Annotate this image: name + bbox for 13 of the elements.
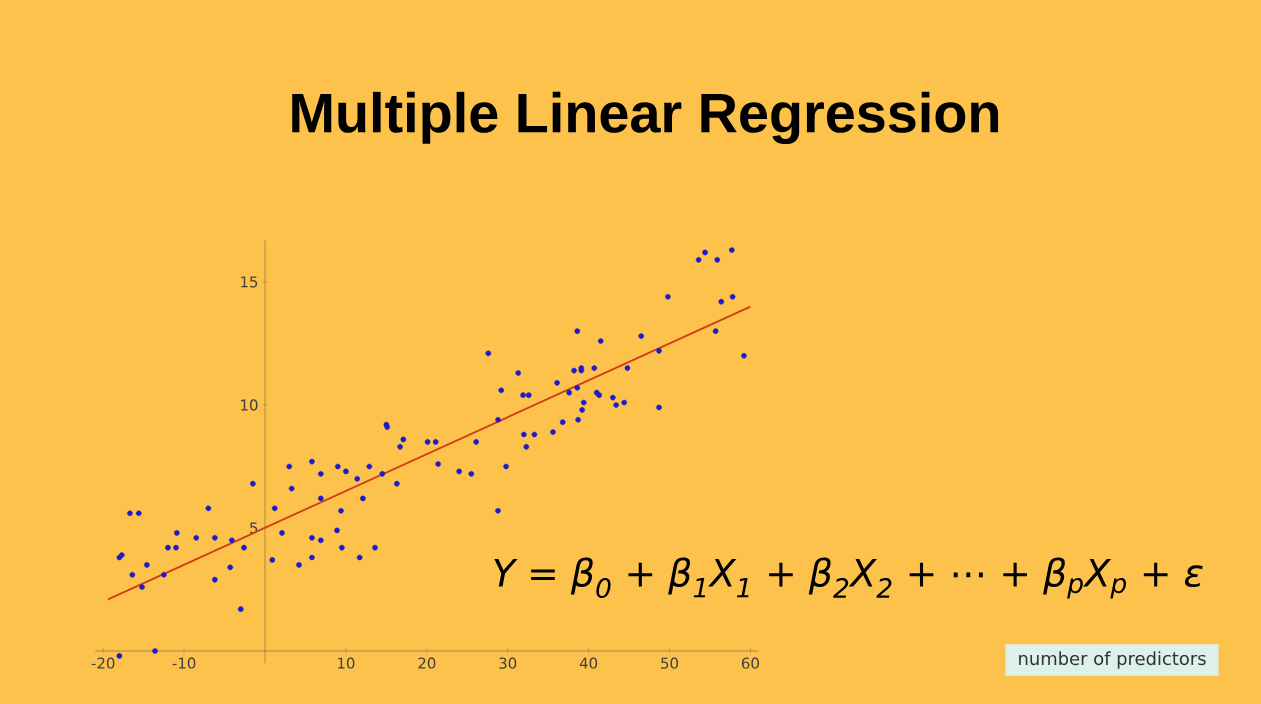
text: number of predictors [1019,651,1206,669]
y-tick-label: 15 [241,276,258,288]
x-tick-label: 10 [338,657,355,669]
x-tick-label: 40 [579,657,598,669]
y-tick-label: 10 [241,399,258,411]
x-tick-label: 60 [741,657,759,669]
x-tick-label: -20 [91,657,115,669]
text: Y = β$_{0}$ + β$_{1}$X$_{1}$ + β$_{2}$X$_{2}$ + ⋯ + β$_{p}$X$_{p}$ + ε [494,557,1203,599]
x-tick-label: -10 [172,657,196,669]
x-tick-label: 30 [499,657,517,669]
x-tick-label: 50 [661,657,679,669]
x-tick-label: 20 [418,657,436,669]
chart-title: Multiple Linear Regression [292,91,999,145]
